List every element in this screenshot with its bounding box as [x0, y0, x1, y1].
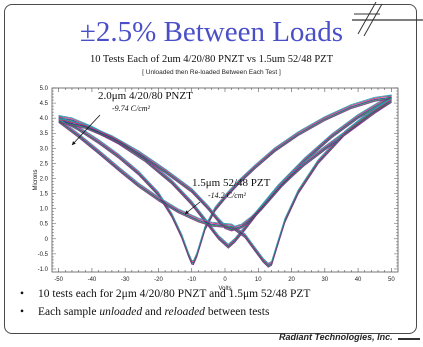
x-tick-label: 40	[355, 277, 362, 283]
y-tick-label: 1.0	[40, 207, 49, 213]
series-line-2	[58, 102, 392, 268]
annotation-value: -14.2 C/cm²	[208, 191, 247, 200]
annotation-arrow	[71, 114, 101, 146]
bullet-text: between tests	[204, 306, 270, 318]
x-tick-label: 30	[321, 277, 328, 283]
bullet-item: Each sample unloaded and reloaded betwee…	[20, 306, 310, 318]
corner-cross-icon	[352, 1, 423, 37]
x-tick-label: 50	[388, 277, 395, 283]
annotation-arrowhead	[72, 141, 76, 145]
chart-subnote: [ Unloaded then Re-loaded Between Each T…	[142, 69, 281, 76]
series-line-2	[58, 98, 392, 264]
bullet-text: 10 tests each for 2μm 4/20/80 PNZT and 1…	[38, 288, 311, 300]
x-tick-label: -10	[187, 277, 196, 283]
y-tick-label: 2.0	[40, 176, 49, 182]
y-tick-label: 4.5	[40, 101, 49, 107]
x-tick-label: -30	[121, 277, 130, 283]
y-tick-label: 5.0	[40, 86, 49, 92]
x-tick-label: 10	[255, 277, 262, 283]
footer-line	[398, 338, 420, 340]
y-tick-label: 4.0	[40, 116, 49, 122]
bullet-emphasis: reloaded	[164, 306, 205, 318]
y-tick-label: -0.5	[38, 252, 49, 258]
bullet-list: 10 tests each for 2μm 4/20/80 PNZT and 1…	[20, 288, 310, 324]
bullet-text: and	[142, 306, 165, 318]
slide-title: ±2.5% Between Loads	[79, 16, 344, 48]
bullet-text: Each sample	[38, 306, 100, 318]
x-tick-label: -50	[54, 277, 63, 283]
chart-subtitle: 10 Tests Each of 2um 4/20/80 PNZT vs 1.5…	[90, 54, 333, 65]
y-tick-label: 2.5	[40, 161, 49, 167]
y-tick-label: 3.5	[40, 131, 49, 137]
annotation-value: -9.74 C/cm²	[112, 104, 151, 113]
bullet-item: 10 tests each for 2μm 4/20/80 PNZT and 1…	[20, 288, 310, 300]
y-tick-label: 3.0	[40, 146, 49, 152]
y-tick-label: -1.0	[38, 267, 49, 273]
slide-frame	[4, 4, 417, 334]
series-line-1	[58, 94, 392, 262]
series-line-1	[58, 98, 392, 266]
x-tick-label: 20	[288, 277, 295, 283]
y-axis-label: Microns	[33, 169, 39, 190]
y-tick-label: 0	[45, 237, 49, 243]
series-line-2	[58, 99, 392, 265]
annotation-arrowhead	[185, 210, 189, 214]
footer-company: Radiant Technologies, Inc.	[279, 332, 393, 342]
annotation-label: 1.5μm 52/48 PZT	[192, 177, 271, 189]
x-tick-label: 0	[223, 277, 227, 283]
series-line-2	[58, 101, 392, 267]
x-tick-label: -20	[154, 277, 163, 283]
y-tick-label: 1.5	[40, 192, 49, 198]
annotation-label: 2.0μm 4/20/80 PNZT	[98, 90, 193, 102]
y-tick-label: 0.5	[40, 222, 49, 228]
x-tick-label: -40	[88, 277, 97, 283]
bullet-emphasis: unloaded	[99, 306, 143, 318]
